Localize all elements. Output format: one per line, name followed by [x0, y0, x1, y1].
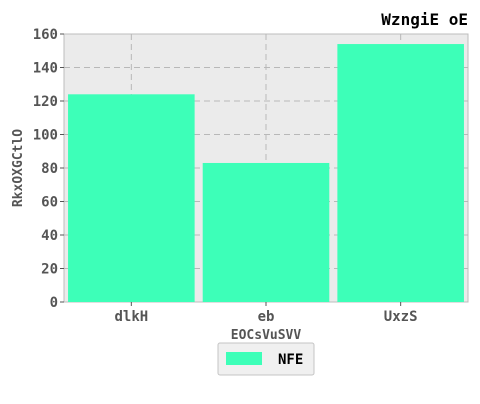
y-tick-label: 140: [33, 61, 58, 77]
y-tick-label: 0: [50, 295, 58, 311]
y-tick-label: 100: [33, 128, 58, 144]
y-axis-label: RkxOXGCtlO: [11, 129, 26, 207]
bar-dlkH: [68, 94, 195, 302]
legend-label: NFE: [278, 352, 303, 368]
bar-UxzS: [337, 44, 464, 303]
x-tick-label: dlkH: [114, 309, 148, 325]
x-tick-label: eb: [258, 309, 275, 325]
legend-swatch: [226, 352, 262, 365]
y-tick-label: 40: [41, 228, 58, 244]
legend: NFE: [217, 342, 315, 376]
bar-layer: [68, 44, 464, 303]
chart-title: WzngiE oE: [381, 10, 468, 29]
y-tick-labels: 0 20 40 60 80 100 120 140 160: [33, 27, 64, 311]
x-tick-labels: dlkH eb UxzS: [114, 302, 418, 325]
y-tick-label: 60: [41, 195, 58, 211]
y-tick-label: 120: [33, 94, 58, 110]
bar-eb: [202, 162, 330, 302]
x-tick-label: UxzS: [384, 309, 418, 325]
y-tick-label: 160: [33, 27, 58, 43]
x-axis-label: EOCsVuSVV: [231, 328, 302, 343]
y-tick-label: 80: [41, 161, 58, 177]
legend-box: [217, 342, 315, 376]
y-tick-label: 20: [41, 262, 58, 278]
